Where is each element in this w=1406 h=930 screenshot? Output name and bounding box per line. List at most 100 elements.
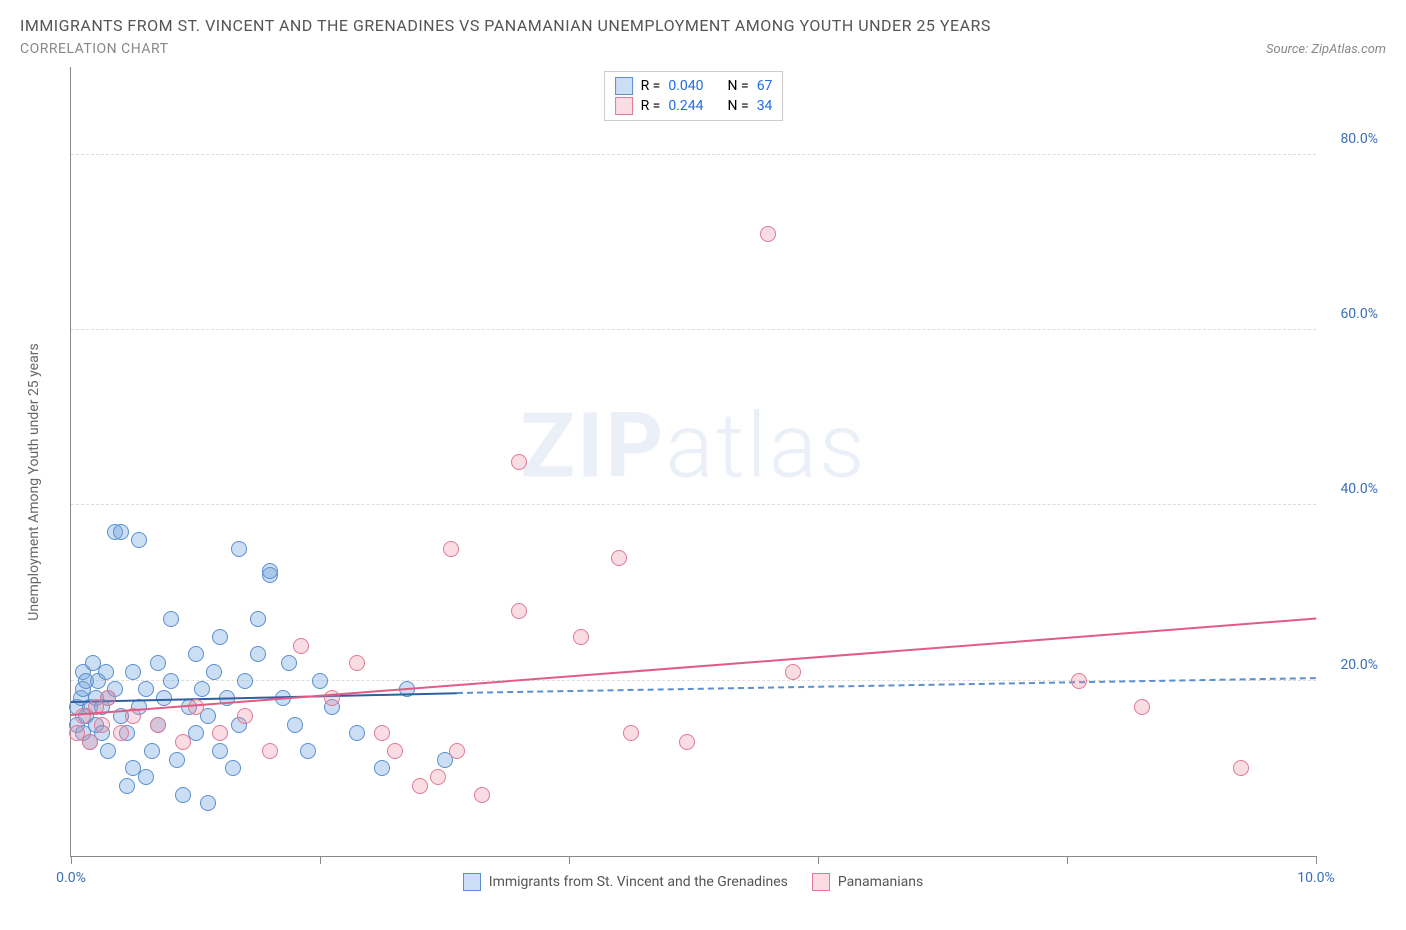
data-point [293, 638, 309, 654]
data-point [250, 646, 266, 662]
data-point [175, 734, 191, 750]
legend-n-label: N = [728, 78, 749, 94]
legend-r-value: 0.040 [668, 78, 703, 94]
legend-n-value: 67 [757, 78, 773, 94]
data-point [1134, 699, 1150, 715]
data-point [611, 550, 627, 566]
legend-r-label: R = [641, 78, 661, 94]
chart-subtitle: CORRELATION CHART [20, 41, 168, 57]
legend-swatch [463, 873, 481, 891]
data-point [262, 743, 278, 759]
gridline [71, 504, 1316, 505]
legend-stat-row: R = 0.244 N = 34 [615, 96, 773, 116]
gridline [71, 154, 1316, 155]
data-point [412, 778, 428, 794]
data-point [200, 795, 216, 811]
data-point [125, 664, 141, 680]
y-tick-label: 20.0% [1322, 657, 1378, 673]
data-point [212, 725, 228, 741]
x-tick [71, 856, 72, 864]
data-point [131, 532, 147, 548]
data-point [212, 629, 228, 645]
chart-source: Source: ZipAtlas.com [1266, 42, 1386, 57]
data-point [163, 611, 179, 627]
data-point [785, 664, 801, 680]
legend-swatch [615, 97, 633, 115]
data-point [144, 743, 160, 759]
watermark: ZIPatlas [520, 393, 866, 498]
data-point [281, 655, 297, 671]
data-point [312, 673, 328, 689]
legend-stat-row: R = 0.040 N = 67 [615, 76, 773, 96]
chart-area: Unemployment Among Youth under 25 years … [20, 67, 1386, 897]
data-point [374, 725, 390, 741]
data-point [113, 725, 129, 741]
y-axis-label: Unemployment Among Youth under 25 years [26, 343, 42, 620]
x-tick [320, 856, 321, 864]
data-point [430, 769, 446, 785]
data-point [250, 611, 266, 627]
data-point [349, 655, 365, 671]
data-point [573, 629, 589, 645]
data-point [262, 563, 278, 579]
legend-series-label: Panamanians [838, 874, 923, 890]
data-point [374, 760, 390, 776]
data-point [98, 664, 114, 680]
data-point [287, 717, 303, 733]
chart-title: IMMIGRANTS FROM ST. VINCENT AND THE GREN… [20, 16, 1386, 35]
x-tick [1067, 856, 1068, 864]
legend-n-label: N = [728, 98, 749, 114]
y-tick-label: 40.0% [1322, 481, 1378, 497]
data-point [113, 524, 129, 540]
gridline [71, 329, 1316, 330]
data-point [169, 752, 185, 768]
legend-swatch [812, 873, 830, 891]
scatter-plot: ZIPatlas R =0.040N =67R =0.244N =34 20.0… [70, 67, 1316, 857]
data-point [138, 681, 154, 697]
data-point [511, 454, 527, 470]
legend-r-value: 0.244 [668, 98, 703, 114]
data-point [150, 717, 166, 733]
legend-swatch [615, 77, 633, 95]
data-point [237, 708, 253, 724]
data-point [119, 778, 135, 794]
data-point [679, 734, 695, 750]
data-point [300, 743, 316, 759]
data-point [138, 769, 154, 785]
data-point [150, 655, 166, 671]
data-point [1071, 673, 1087, 689]
legend-stats: R = 0.040 N = 67 R = 0.244 N = 34 [604, 71, 784, 121]
data-point [188, 699, 204, 715]
data-point [175, 787, 191, 803]
data-point [1233, 760, 1249, 776]
x-tick [1316, 856, 1317, 864]
x-tick [818, 856, 819, 864]
legend-r-label: R = [641, 98, 661, 114]
data-point [443, 541, 459, 557]
subheader: CORRELATION CHART Source: ZipAtlas.com [20, 41, 1386, 57]
data-point [387, 743, 403, 759]
data-point [100, 690, 116, 706]
x-tick [569, 856, 570, 864]
data-point [225, 760, 241, 776]
y-tick-label: 80.0% [1322, 131, 1378, 147]
data-point [82, 734, 98, 750]
data-point [474, 787, 490, 803]
legend-series-label: Immigrants from St. Vincent and the Gren… [489, 874, 788, 890]
trend-line [71, 617, 1316, 715]
data-point [194, 681, 210, 697]
y-tick-label: 60.0% [1322, 306, 1378, 322]
legend-series-item: Immigrants from St. Vincent and the Gren… [463, 873, 788, 891]
data-point [163, 673, 179, 689]
data-point [623, 725, 639, 741]
data-point [511, 603, 527, 619]
data-point [237, 673, 253, 689]
data-point [100, 743, 116, 759]
legend-n-value: 34 [757, 98, 773, 114]
data-point [212, 743, 228, 759]
data-point [231, 541, 247, 557]
data-point [349, 725, 365, 741]
data-point [449, 743, 465, 759]
data-point [188, 646, 204, 662]
data-point [94, 717, 110, 733]
